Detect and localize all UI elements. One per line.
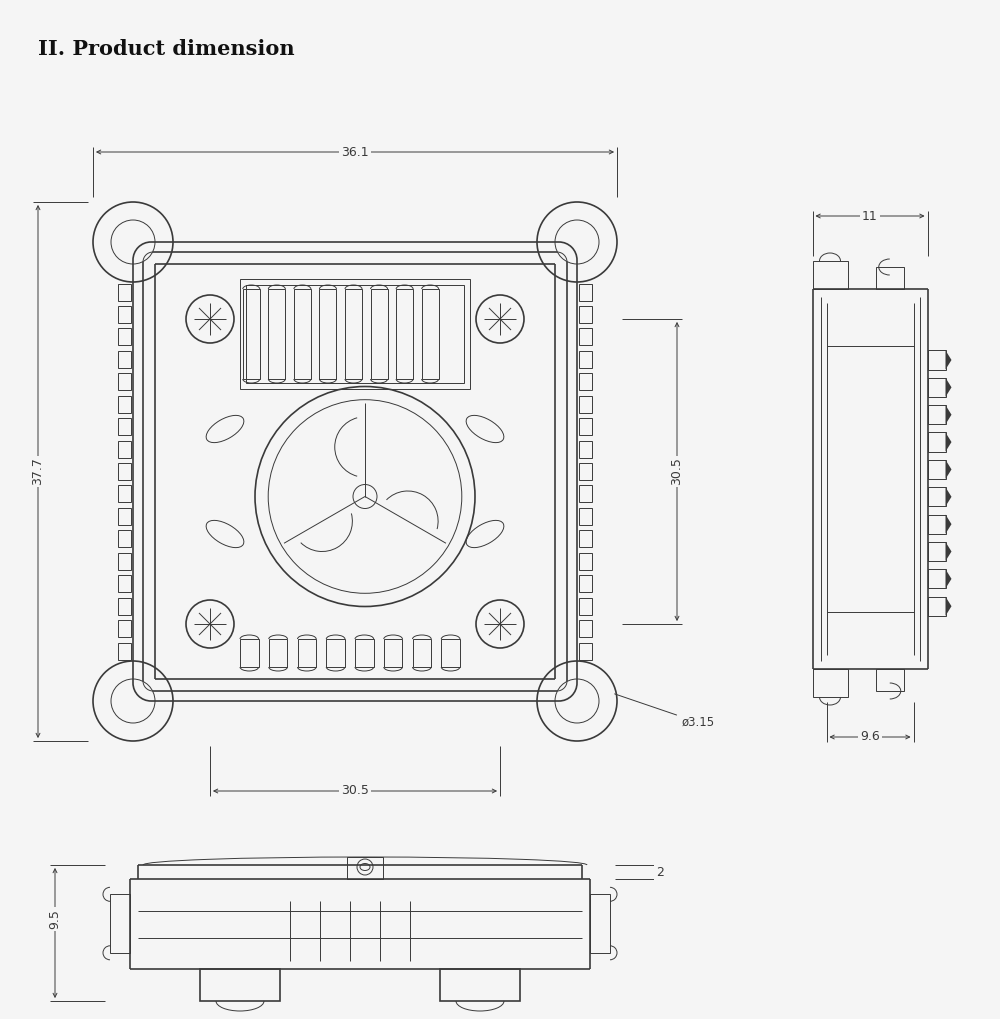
- Bar: [579, 283, 592, 301]
- Bar: [579, 507, 592, 525]
- Bar: [928, 351, 946, 370]
- Bar: [269, 639, 287, 667]
- Bar: [243, 289, 260, 379]
- Bar: [812, 261, 848, 289]
- Bar: [118, 643, 131, 659]
- Bar: [118, 463, 131, 480]
- Bar: [268, 289, 285, 379]
- Text: II. Product dimension: II. Product dimension: [38, 39, 295, 59]
- Bar: [579, 575, 592, 592]
- Bar: [118, 418, 131, 435]
- Bar: [579, 643, 592, 659]
- Text: 37.7: 37.7: [32, 458, 44, 485]
- Bar: [413, 639, 431, 667]
- Bar: [118, 373, 131, 390]
- Bar: [579, 552, 592, 570]
- Text: 30.5: 30.5: [341, 785, 369, 798]
- Bar: [345, 289, 362, 379]
- Bar: [355, 639, 374, 667]
- Text: 36.1: 36.1: [341, 146, 369, 159]
- Bar: [384, 639, 402, 667]
- Bar: [246, 285, 464, 383]
- Bar: [118, 440, 131, 458]
- Bar: [422, 289, 439, 379]
- Polygon shape: [946, 542, 952, 561]
- Bar: [579, 328, 592, 345]
- Bar: [118, 621, 131, 637]
- Bar: [294, 289, 311, 379]
- Bar: [928, 460, 946, 479]
- Bar: [371, 289, 388, 379]
- Bar: [240, 279, 470, 389]
- Bar: [396, 289, 413, 379]
- Polygon shape: [946, 597, 952, 615]
- Bar: [579, 440, 592, 458]
- Text: 9.6: 9.6: [860, 731, 880, 744]
- Text: 11: 11: [862, 210, 878, 222]
- Bar: [118, 507, 131, 525]
- Bar: [928, 487, 946, 506]
- Polygon shape: [946, 515, 952, 534]
- Bar: [876, 267, 904, 289]
- Bar: [326, 639, 345, 667]
- Bar: [118, 283, 131, 301]
- Bar: [441, 639, 460, 667]
- Polygon shape: [946, 487, 952, 506]
- Bar: [579, 418, 592, 435]
- Bar: [579, 463, 592, 480]
- Polygon shape: [946, 378, 952, 397]
- Text: 9.5: 9.5: [48, 909, 62, 929]
- Bar: [928, 570, 946, 588]
- Bar: [118, 351, 131, 368]
- Bar: [579, 373, 592, 390]
- Bar: [579, 621, 592, 637]
- Text: ø3.15: ø3.15: [615, 694, 715, 729]
- Bar: [928, 432, 946, 451]
- Bar: [812, 669, 848, 697]
- Bar: [118, 328, 131, 345]
- Bar: [928, 597, 946, 615]
- Polygon shape: [946, 570, 952, 588]
- Bar: [928, 515, 946, 534]
- Bar: [110, 895, 130, 953]
- Bar: [118, 306, 131, 323]
- Bar: [579, 485, 592, 502]
- Bar: [928, 542, 946, 561]
- Bar: [319, 289, 336, 379]
- Polygon shape: [946, 432, 952, 451]
- Bar: [118, 575, 131, 592]
- Bar: [579, 351, 592, 368]
- Bar: [440, 969, 520, 1001]
- Bar: [200, 969, 280, 1001]
- Text: 30.5: 30.5: [670, 458, 684, 485]
- Bar: [579, 530, 592, 547]
- Text: 2: 2: [656, 865, 664, 878]
- Bar: [579, 306, 592, 323]
- Polygon shape: [946, 460, 952, 479]
- Bar: [876, 669, 904, 691]
- Bar: [579, 395, 592, 413]
- Bar: [240, 639, 259, 667]
- Bar: [118, 597, 131, 614]
- Bar: [928, 378, 946, 397]
- Bar: [118, 485, 131, 502]
- Bar: [928, 406, 946, 424]
- Bar: [118, 552, 131, 570]
- Polygon shape: [946, 351, 952, 370]
- Bar: [118, 530, 131, 547]
- Bar: [298, 639, 316, 667]
- Bar: [118, 395, 131, 413]
- Bar: [590, 895, 610, 953]
- Bar: [347, 857, 383, 879]
- Bar: [579, 597, 592, 614]
- Polygon shape: [946, 406, 952, 424]
